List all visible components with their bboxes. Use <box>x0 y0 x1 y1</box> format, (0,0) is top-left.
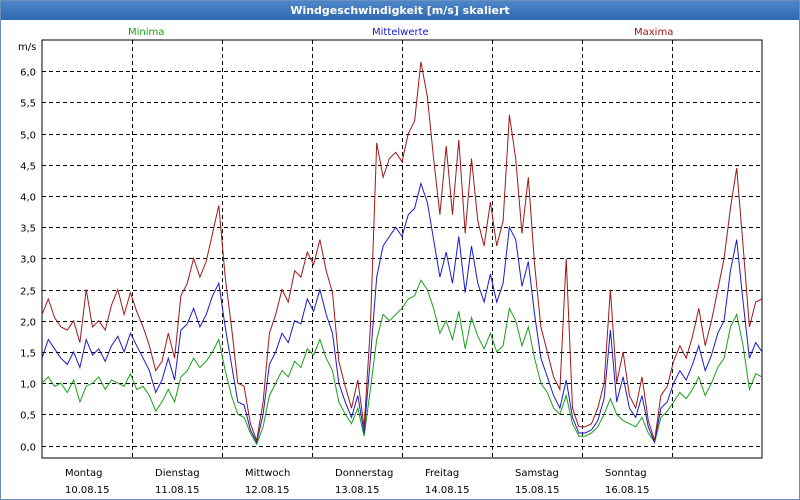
x-tick-date-label: 15.08.15 <box>515 485 560 496</box>
x-tick-day-label: Samstag <box>515 468 559 479</box>
window-title: Windgeschwindigkeit [m/s] skaliert <box>1 1 799 20</box>
x-tick-day-label: Donnerstag <box>335 468 393 479</box>
series-line-maxima <box>41 61 763 443</box>
legend-mittelwerte: Mittelwerte <box>372 27 429 38</box>
y-tick-label: 1,0 <box>20 380 36 391</box>
x-tick-date-label: 12.08.15 <box>245 485 290 496</box>
y-tick-label: 2,5 <box>20 287 36 298</box>
y-tick-label: 6,0 <box>20 68 36 79</box>
series-line-mittelwerte <box>41 181 763 445</box>
y-tick-label: 3,5 <box>20 224 36 235</box>
x-tick-day-label: Mittwoch <box>245 468 290 479</box>
x-tick-day-label: Sonntag <box>605 468 647 479</box>
y-tick-label: 4,5 <box>20 162 36 173</box>
y-tick-label: 0,0 <box>20 443 36 454</box>
y-tick-label: 5,5 <box>20 99 36 110</box>
x-tick-date-label: 11.08.15 <box>155 485 200 496</box>
y-tick-label: 4,0 <box>20 193 36 204</box>
series-line-minima <box>41 279 763 446</box>
y-tick-label: 2,0 <box>20 318 36 329</box>
x-tick-date-label: 14.08.15 <box>425 485 470 496</box>
y-tick-label: 3,0 <box>20 255 36 266</box>
x-tick-date-label: 10.08.15 <box>65 485 110 496</box>
y-tick-label: 0,5 <box>20 411 36 422</box>
x-tick-date-label: 16.08.15 <box>605 485 650 496</box>
x-tick-day-label: Freitag <box>425 468 459 479</box>
x-tick-date-label: 13.08.15 <box>335 485 380 496</box>
x-tick-day-label: Dienstag <box>155 468 200 479</box>
y-tick-label: 1,5 <box>20 349 36 360</box>
x-tick-day-label: Montag <box>65 468 102 479</box>
y-tick-label: 5,0 <box>20 131 36 142</box>
y-axis-unit-label: m/s <box>18 42 37 53</box>
legend-minima: Minima <box>128 27 165 38</box>
legend-maxima: Maxima <box>634 27 674 38</box>
